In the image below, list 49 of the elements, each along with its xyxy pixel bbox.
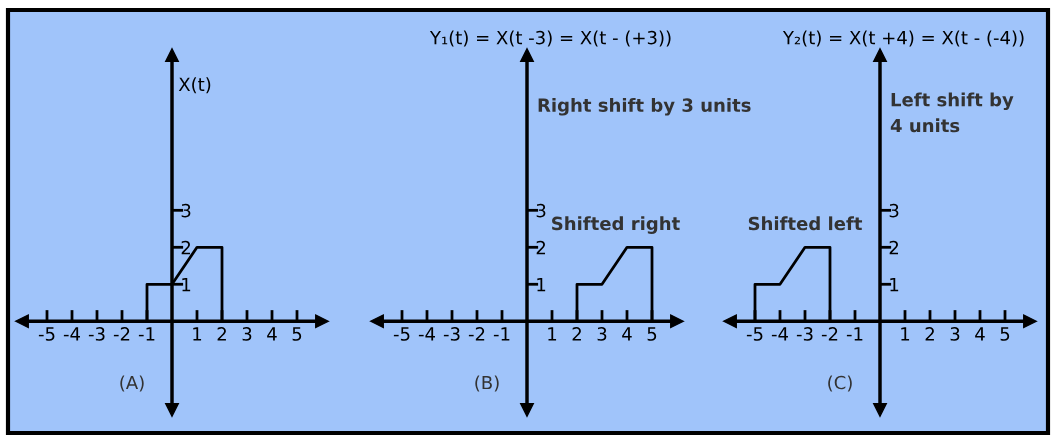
- annotation: Right shift by 3 units: [538, 97, 751, 116]
- y-tick-label: 3: [536, 203, 546, 218]
- chart-title: Y₂(t) = X(t +4) = X(t - (-4)): [782, 30, 1024, 47]
- x-tick-label: -4: [63, 327, 80, 341]
- y-tick-label: 1: [182, 277, 191, 292]
- x-tick-label: 3: [242, 327, 252, 341]
- x-tick-label: 3: [950, 327, 960, 341]
- y-axis-title: X(t): [178, 77, 211, 94]
- x-tick-label: -2: [468, 327, 485, 341]
- x-tick-label: -3: [443, 327, 460, 341]
- x-tick-label: 4: [622, 327, 632, 341]
- x-tick-label: 5: [647, 327, 657, 341]
- x-tick-label: 2: [925, 327, 934, 341]
- annotation: (A): [120, 375, 144, 392]
- annotation: Left shift by 4 units: [890, 92, 1014, 133]
- y-tick-label: 3: [181, 203, 191, 218]
- annotation: (B): [475, 375, 499, 392]
- x-tick-label: 2: [217, 327, 226, 341]
- x-tick-label: -5: [746, 327, 763, 341]
- y-tick-label: 3: [889, 203, 899, 218]
- x-tick-label: 2: [572, 327, 581, 341]
- x-tick-label: 1: [548, 327, 557, 341]
- x-tick-label: -1: [138, 327, 155, 341]
- y-tick-label: 1: [890, 277, 899, 292]
- x-tick-label: 4: [975, 327, 985, 341]
- annotation: Shifted right: [552, 216, 680, 234]
- annotation: Shifted left: [748, 216, 863, 231]
- x-tick-label: -3: [796, 327, 813, 341]
- x-tick-label: 1: [901, 327, 910, 341]
- y-tick-label: 2: [181, 240, 191, 255]
- x-tick-label: -2: [821, 327, 838, 341]
- x-tick-label: -4: [418, 327, 435, 341]
- x-tick-label: -3: [88, 327, 105, 341]
- x-tick-label: 4: [267, 327, 277, 341]
- x-tick-label: -4: [771, 327, 788, 341]
- x-tick-label: 5: [1000, 327, 1010, 341]
- x-tick-label: -5: [38, 327, 55, 341]
- x-tick-label: 3: [597, 327, 607, 341]
- y-tick-label: 2: [536, 240, 546, 255]
- x-tick-label: -2: [113, 327, 130, 341]
- x-tick-label: -1: [493, 327, 510, 341]
- chart-title: Y₁(t) = X(t -3) = X(t - (+3)): [429, 30, 671, 47]
- annotation: (C): [828, 375, 852, 392]
- y-tick-label: 1: [537, 277, 546, 292]
- x-tick-label: -5: [393, 327, 410, 341]
- y-tick-label: 2: [889, 240, 899, 255]
- x-tick-label: 5: [292, 327, 302, 341]
- x-tick-label: 1: [193, 327, 202, 341]
- x-tick-label: -1: [846, 327, 863, 341]
